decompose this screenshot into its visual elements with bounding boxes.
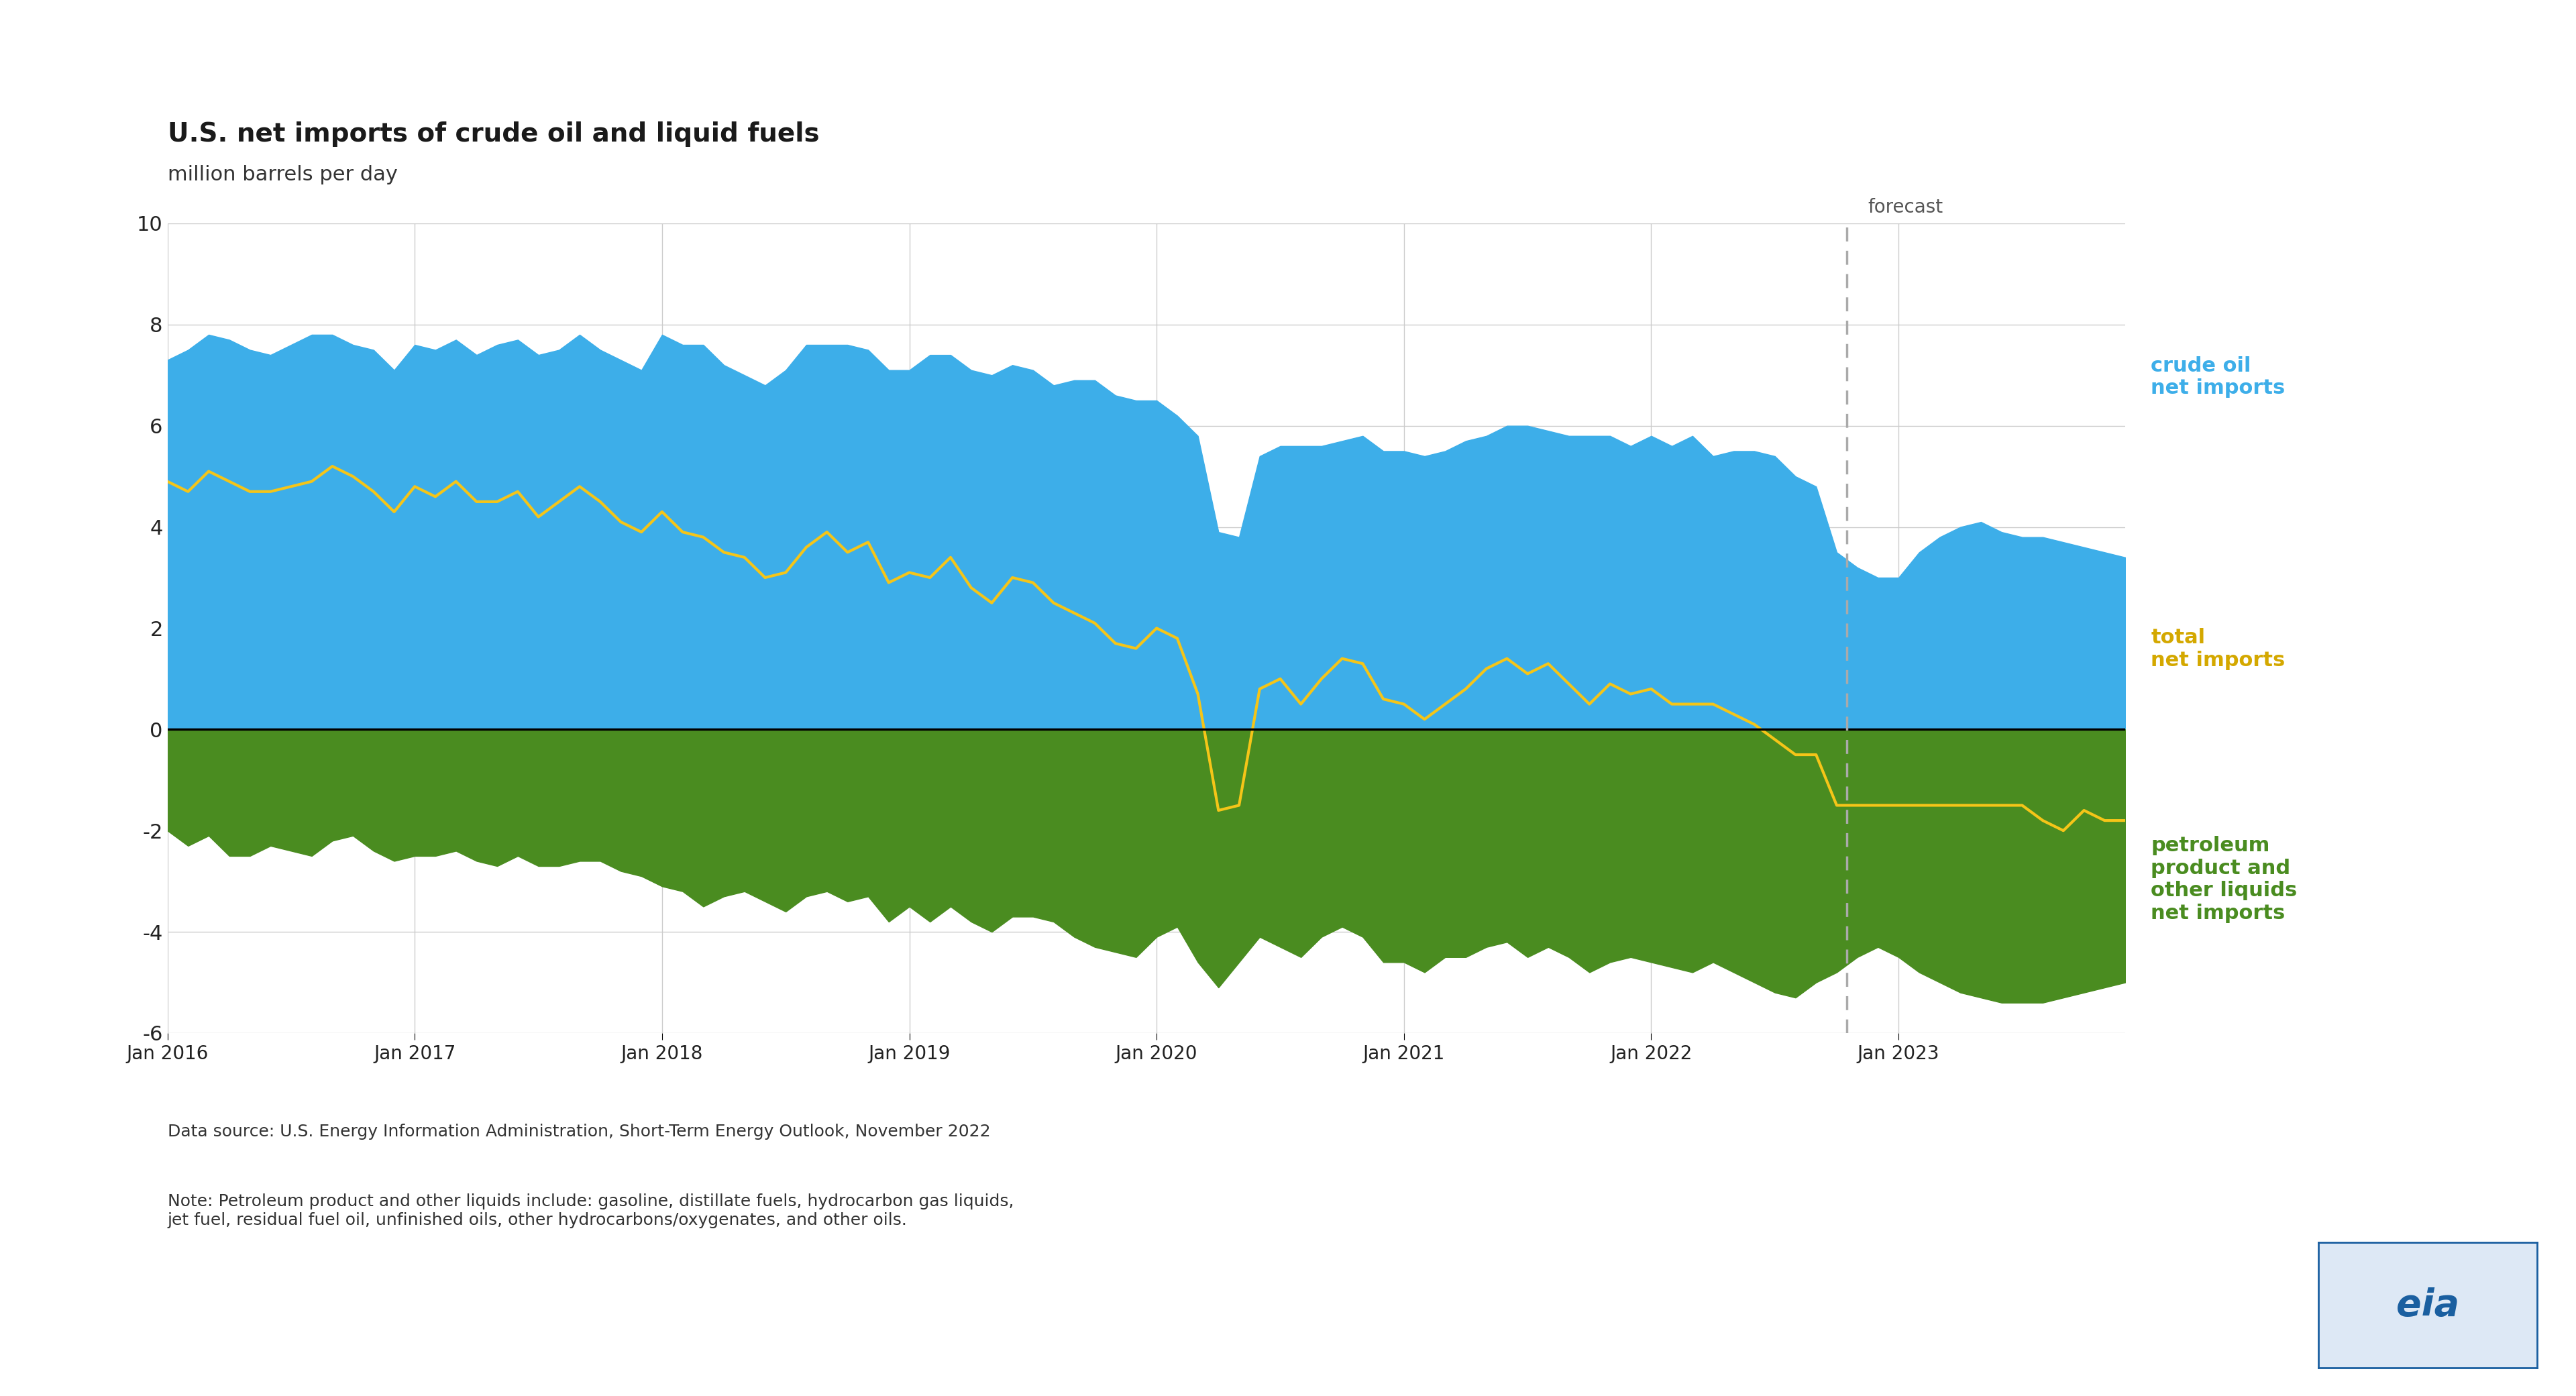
Text: U.S. net imports of crude oil and liquid fuels: U.S. net imports of crude oil and liquid…	[167, 121, 819, 147]
Text: forecast: forecast	[1868, 198, 1942, 216]
Text: Note: Petroleum product and other liquids include: gasoline, distillate fuels, h: Note: Petroleum product and other liquid…	[167, 1194, 1015, 1228]
Text: million barrels per day: million barrels per day	[167, 165, 397, 184]
Text: eia: eia	[2396, 1287, 2460, 1323]
Text: Data source: U.S. Energy Information Administration, Short-Term Energy Outlook, : Data source: U.S. Energy Information Adm…	[167, 1124, 989, 1141]
Text: petroleum
product and
other liquids
net imports: petroleum product and other liquids net …	[2151, 836, 2298, 923]
Text: crude oil
net imports: crude oil net imports	[2151, 356, 2285, 398]
Text: total
net imports: total net imports	[2151, 628, 2285, 670]
